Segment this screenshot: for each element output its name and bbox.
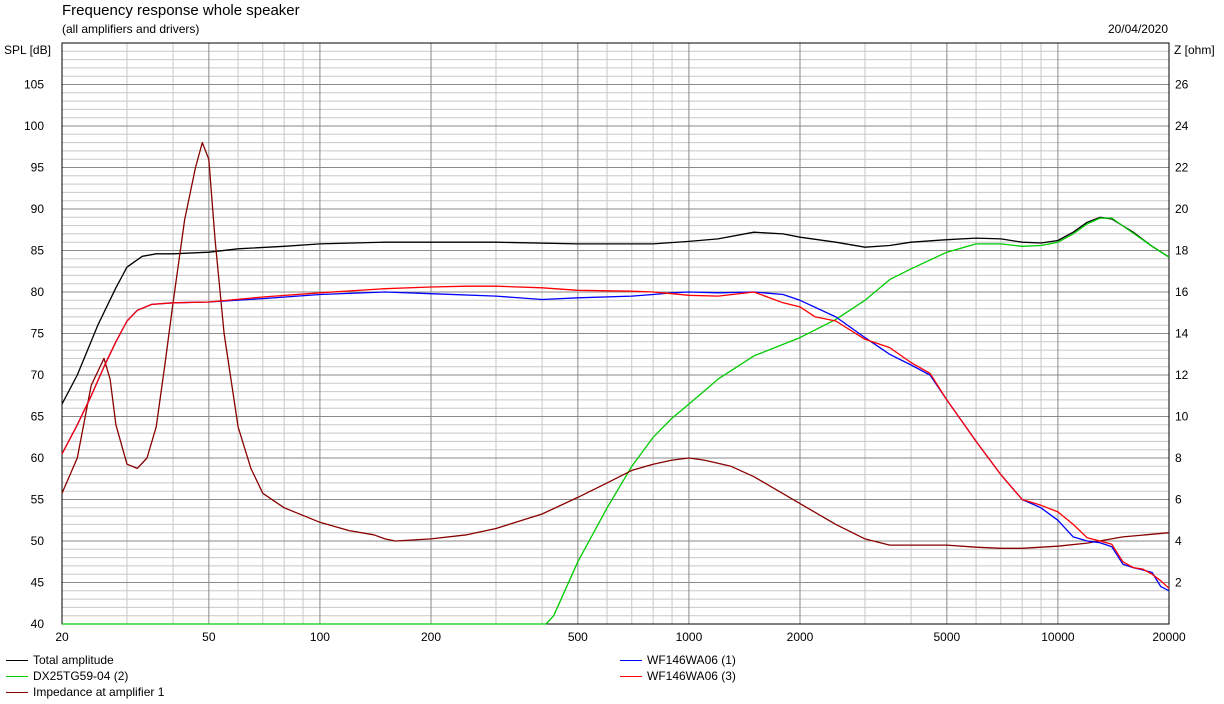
x-tick-label: 1000 [676,630,703,644]
y-left-tick-label: 75 [31,327,45,341]
legend-label-total-amplitude: Total amplitude [33,653,114,667]
x-tick-label: 2000 [787,630,814,644]
y-axis-right-label: Z [ohm] [1174,43,1215,57]
y-axis-left-label: SPL [dB] [4,43,51,57]
series-line-total-amplitude [61,216,1170,405]
y-right-tick-label: 18 [1175,244,1189,258]
y-right-tick-label: 22 [1175,161,1189,175]
grid-layer [61,43,1170,625]
series-line-dx25tg59-04-2 [62,217,1170,625]
legend-item-impedance: Impedance at amplifier 1 [6,685,164,699]
legend-swatch-wf146wa06-3 [620,675,642,677]
x-tick-label: 500 [568,630,588,644]
y-right-tick-label: 16 [1175,285,1189,299]
legend-swatch-total-amplitude [6,659,28,661]
legend-label-wf146wa06-3: WF146WA06 (3) [647,669,736,683]
chart-date: 20/04/2020 [1107,22,1168,36]
y-left-tick-label: 100 [24,119,44,133]
series-line-wf146wa06-3 [61,285,1170,589]
y-right-tick-label: 26 [1175,78,1189,92]
legend-label-dx25tg59: DX25TG59-04 (2) [33,669,129,683]
y-right-tick-label: 24 [1175,119,1189,133]
y-left-tick-label: 90 [31,202,45,216]
y-left-tick-label: 55 [31,493,45,507]
y-left-tick-label: 45 [31,576,45,590]
y-left-tick-label: 70 [31,368,45,382]
y-right-tick-label: 6 [1175,493,1182,507]
y-left-tick-label: 105 [24,78,44,92]
ticks-layer: 40 45 50 55 60 65 70 75 80 85 90 95 100 105 20 50 100 200… [24,78,1189,645]
legend-swatch-impedance [6,691,28,693]
y-left-tick-label: 85 [31,244,45,258]
y-left-tick-label: 65 [31,410,45,424]
y-right-tick-label: 2 [1175,576,1182,590]
chart-subtitle: (all amplifiers and drivers) [62,22,200,36]
y-left-tick-label: 40 [31,617,45,631]
legend-swatch-wf146wa06-1 [620,659,642,661]
y-left-tick-label: 80 [31,285,45,299]
chart-title: Frequency response whole speaker [62,2,300,19]
y-left-tick-label: 95 [31,161,45,175]
x-tick-label: 5000 [933,630,960,644]
axes-layer [61,42,1170,625]
x-tick-label: 100 [310,630,330,644]
y-right-tick-label: 10 [1175,410,1189,424]
series-line-impedance-at-amplifier-1 [61,141,1170,549]
legend-item-wf146wa06-3: WF146WA06 (3) [620,669,736,683]
y-left-tick-label: 60 [31,451,45,465]
legend-item-total-amplitude: Total amplitude [6,653,114,667]
legend-item-wf146wa06-1: WF146WA06 (1) [620,653,736,667]
y-right-tick-label: 4 [1175,534,1182,548]
legend-label-wf146wa06-1: WF146WA06 (1) [647,653,736,667]
x-tick-label: 10000 [1041,630,1075,644]
legend-item-dx25tg59: DX25TG59-04 (2) [6,669,128,683]
legend-swatch-dx25tg59 [6,675,28,677]
series-layer [61,141,1170,625]
y-right-tick-label: 20 [1175,202,1189,216]
plot-frame [61,42,1170,625]
x-tick-label: 200 [421,630,441,644]
x-tick-label: 50 [202,630,216,644]
legend-label-impedance: Impedance at amplifier 1 [33,685,165,699]
y-left-tick-label: 50 [31,534,45,548]
y-right-tick-label: 14 [1175,327,1189,341]
x-tick-label: 20000 [1152,630,1186,644]
y-right-tick-label: 12 [1175,368,1189,382]
y-right-tick-label: 8 [1175,451,1182,465]
x-tick-label: 20 [55,630,69,644]
